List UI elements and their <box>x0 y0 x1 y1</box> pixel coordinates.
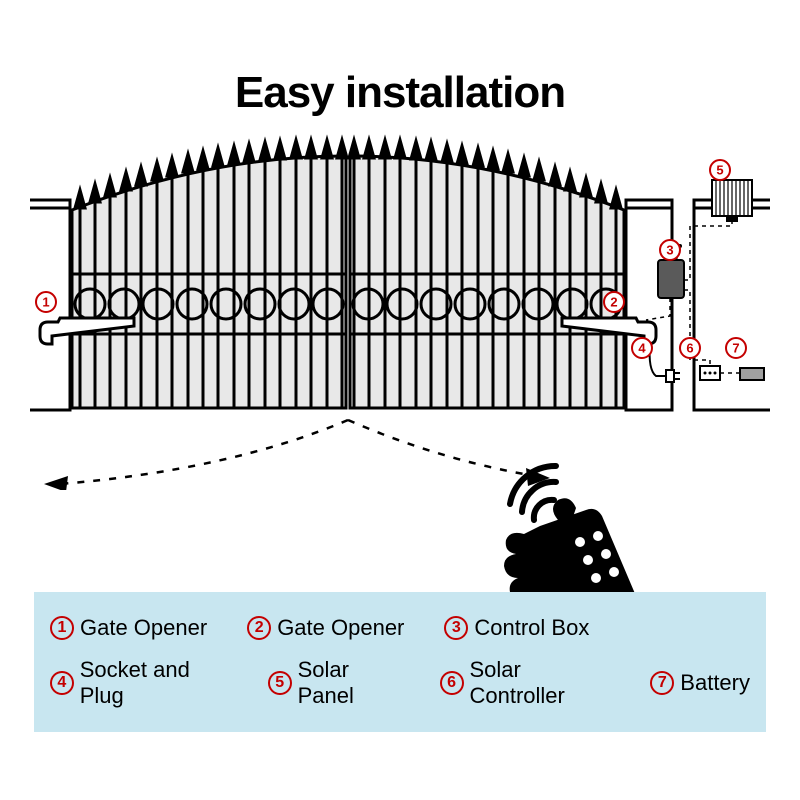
legend-item-7: 7Battery <box>650 670 750 696</box>
callout-3: 3 <box>660 240 680 260</box>
svg-text:4: 4 <box>638 341 646 356</box>
svg-text:3: 3 <box>666 243 673 258</box>
legend-label: Battery <box>680 670 750 696</box>
callout-4: 4 <box>632 338 652 358</box>
legend-label: Solar Panel <box>298 657 410 709</box>
callout-1: 1 <box>36 292 56 312</box>
legend-item-3: 3Control Box <box>444 615 589 641</box>
signal-arcs <box>510 466 556 520</box>
legend-label: Gate Opener <box>277 615 404 641</box>
legend-badge: 4 <box>50 671 74 695</box>
legend-row: 4Socket and Plug 5Solar Panel 6Solar Contr… <box>50 657 750 709</box>
legend-badge: 5 <box>268 671 292 695</box>
solar-controller <box>700 366 720 380</box>
legend-badge: 1 <box>50 616 74 640</box>
legend-badge: 2 <box>247 616 271 640</box>
legend-label: Socket and Plug <box>80 657 238 709</box>
legend-item-4: 4Socket and Plug <box>50 657 238 709</box>
legend-label: Control Box <box>474 615 589 641</box>
legend-item-6: 6Solar Controller <box>440 657 621 709</box>
callout-6: 6 <box>680 338 700 358</box>
legend-item-1: 1Gate Opener <box>50 615 207 641</box>
legend-badge: 7 <box>650 671 674 695</box>
svg-text:6: 6 <box>686 341 693 356</box>
page-title: Easy installation <box>0 68 800 118</box>
solar-panel <box>712 180 752 222</box>
svg-text:1: 1 <box>42 295 49 310</box>
callout-7: 7 <box>726 338 746 358</box>
callout-5: 5 <box>710 160 730 180</box>
legend-badge: 3 <box>444 616 468 640</box>
legend-badge: 6 <box>440 671 464 695</box>
legend-row: 1Gate Opener2Gate Opener3Control Box <box>50 615 750 641</box>
callout-2: 2 <box>604 292 624 312</box>
svg-text:7: 7 <box>732 341 739 356</box>
legend-panel: 1Gate Opener2Gate Opener3Control Box4Soc… <box>34 592 766 732</box>
legend-label: Gate Opener <box>80 615 207 641</box>
title-text: Easy installation <box>235 68 565 117</box>
legend-item-2: 2Gate Opener <box>247 615 404 641</box>
installation-diagram: 1 2 3 4 5 6 7 <box>30 130 770 490</box>
legend-item-5: 5Solar Panel <box>268 657 410 709</box>
legend-label: Solar Controller <box>470 657 621 709</box>
battery <box>740 368 764 380</box>
diagram-svg: 1 2 3 4 5 6 7 <box>30 130 770 490</box>
svg-text:2: 2 <box>610 295 617 310</box>
svg-text:5: 5 <box>716 163 723 178</box>
gate-panels <box>72 140 624 408</box>
